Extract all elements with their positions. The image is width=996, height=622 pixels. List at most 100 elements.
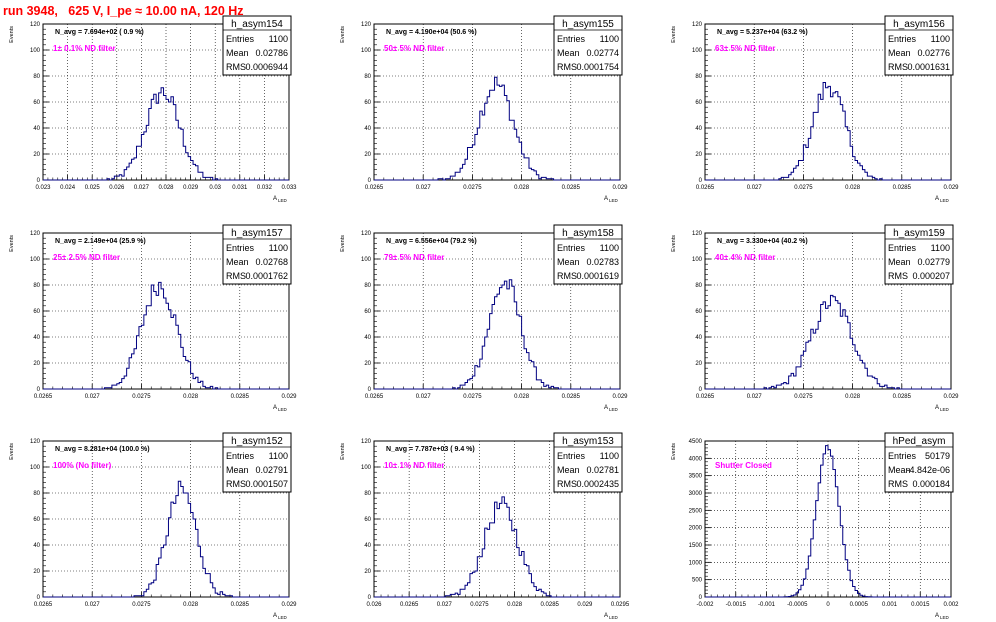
stats-title: h_asym157 [231, 228, 283, 239]
x-tick-label: 0.033 [281, 185, 297, 191]
filter-annotation: 100% (No filter) [53, 461, 112, 470]
x-tick-label: 0.023 [35, 185, 51, 191]
y-tick-label: 2500 [689, 508, 703, 514]
stats-entries-label: Entries [226, 243, 255, 253]
x-tick-label: 0.0265 [365, 394, 384, 400]
y-tick-label: 20 [364, 361, 371, 367]
x-axis-label-subscript: LED [278, 198, 288, 203]
x-tick-label: 0.025 [85, 185, 101, 191]
stats-entries-label: Entries [226, 34, 255, 44]
x-tick-label: -0.0015 [726, 602, 747, 608]
x-tick-label: 0.027 [437, 602, 453, 608]
y-tick-label: 120 [30, 231, 41, 237]
filter-annotation: 1± 0.1% ND filter [53, 44, 116, 53]
y-tick-label: 0 [368, 178, 372, 184]
stats-mean-label: Mean [888, 257, 911, 267]
x-tick-label: 0.0285 [893, 394, 912, 400]
y-tick-label: 60 [695, 100, 702, 106]
stats-mean-label: Mean [226, 48, 249, 58]
stats-rms-value: 0.0006944 [245, 62, 288, 72]
y-axis-label: Events [671, 443, 677, 460]
y-tick-label: 0 [699, 178, 703, 184]
stats-rms-label: RMS [226, 62, 246, 72]
y-tick-label: 80 [364, 74, 371, 80]
x-tick-label: 0.001 [882, 602, 898, 608]
y-tick-label: 20 [33, 361, 40, 367]
y-tick-label: 120 [361, 439, 372, 445]
x-tick-label: 0.027 [747, 185, 763, 191]
x-tick-label: 0.032 [257, 185, 273, 191]
y-tick-label: 100 [361, 257, 372, 263]
x-axis-label-subscript: LED [940, 407, 950, 412]
y-tick-label: 100 [361, 48, 372, 54]
stats-title: h_asym155 [562, 19, 614, 30]
histogram-panel-h_asym154: 0.023 0.024 0.025 0.026 0.027 0.028 0.029 0.03 0… [9, 15, 297, 203]
y-tick-label: 40 [364, 335, 371, 341]
x-tick-label: 0.028 [514, 185, 530, 191]
stats-rms-value: 0.000184 [912, 479, 950, 489]
x-axis-label-subscript: LED [609, 615, 619, 620]
stats-mean-value: -4.842e-06 [906, 465, 950, 475]
y-tick-label: 4000 [689, 456, 703, 462]
x-axis-label: A [604, 613, 608, 619]
x-tick-label: 0.028 [845, 394, 861, 400]
stats-mean-label: Mean [888, 48, 911, 58]
x-axis-label: A [273, 405, 277, 411]
stats-rms-value: 0.0001754 [576, 62, 619, 72]
stats-rms-label: RMS [226, 479, 246, 489]
histogram-line [705, 445, 951, 598]
y-axis-label: Events [9, 235, 15, 252]
stats-entries-value: 1100 [931, 34, 950, 44]
x-tick-label: 0.0265 [34, 394, 53, 400]
x-tick-label: 0.0285 [231, 394, 250, 400]
y-tick-label: 40 [33, 335, 40, 341]
histogram-panel-hPed_asym: -0.002 -0.0015 -0.001 -0.0005 0 0.0005 0.001 0.… [671, 432, 959, 620]
stats-title: h_asym158 [562, 228, 614, 239]
x-tick-label: 0.0265 [365, 185, 384, 191]
x-tick-label: 0.0285 [231, 602, 250, 608]
x-tick-label: 0.027 [416, 394, 432, 400]
y-axis-label: Events [340, 235, 346, 252]
histogram-line [43, 87, 289, 181]
x-tick-label: 0.0015 [911, 602, 930, 608]
stats-box [884, 15, 954, 76]
y-tick-label: 120 [692, 22, 703, 28]
x-tick-label: 0.027 [85, 602, 101, 608]
stats-mean-label: Mean [226, 257, 249, 267]
x-tick-label: 0.029 [612, 185, 628, 191]
y-tick-label: 80 [33, 283, 40, 289]
stats-rms-label: RMS [888, 479, 908, 489]
x-axis-label: A [935, 196, 939, 202]
y-tick-label: 100 [692, 257, 703, 263]
stats-mean-value: 0.02783 [586, 257, 619, 267]
x-tick-label: 0.026 [366, 602, 382, 608]
y-axis-label: Events [340, 443, 346, 460]
stats-mean-label: Mean [226, 465, 249, 475]
x-tick-label: 0.0005 [850, 602, 869, 608]
page-title: run 3948, 625 V, I_pe ≈ 10.00 nA, 120 Hz [3, 4, 244, 18]
y-tick-label: 100 [30, 465, 41, 471]
stats-mean-label: Mean [557, 465, 580, 475]
x-tick-label: 0.028 [183, 602, 199, 608]
x-tick-label: 0.0295 [611, 602, 630, 608]
x-tick-label: 0.029 [281, 602, 297, 608]
y-tick-label: 0 [37, 387, 41, 393]
y-tick-label: 60 [33, 517, 40, 523]
stats-rms-label: RMS [557, 62, 577, 72]
stats-entries-label: Entries [557, 34, 586, 44]
y-tick-label: 120 [692, 231, 703, 237]
y-tick-label: 80 [33, 74, 40, 80]
stats-rms-label: RMS [226, 271, 246, 281]
stats-title: h_asym159 [893, 228, 945, 239]
x-tick-label: 0.031 [232, 185, 248, 191]
stats-mean-label: Mean [557, 48, 580, 58]
y-tick-label: 100 [30, 48, 41, 54]
histogram-panel-h_asym155: 0.0265 0.027 0.0275 0.028 0.0285 0.029 0 20 40 60… [340, 15, 628, 203]
x-tick-label: 0.029 [281, 394, 297, 400]
x-tick-label: 0.0275 [794, 185, 813, 191]
stats-rms-value: 0.000207 [912, 271, 950, 281]
x-tick-label: 0.0265 [696, 185, 715, 191]
y-tick-label: 0 [699, 595, 703, 601]
stats-box [553, 224, 623, 285]
